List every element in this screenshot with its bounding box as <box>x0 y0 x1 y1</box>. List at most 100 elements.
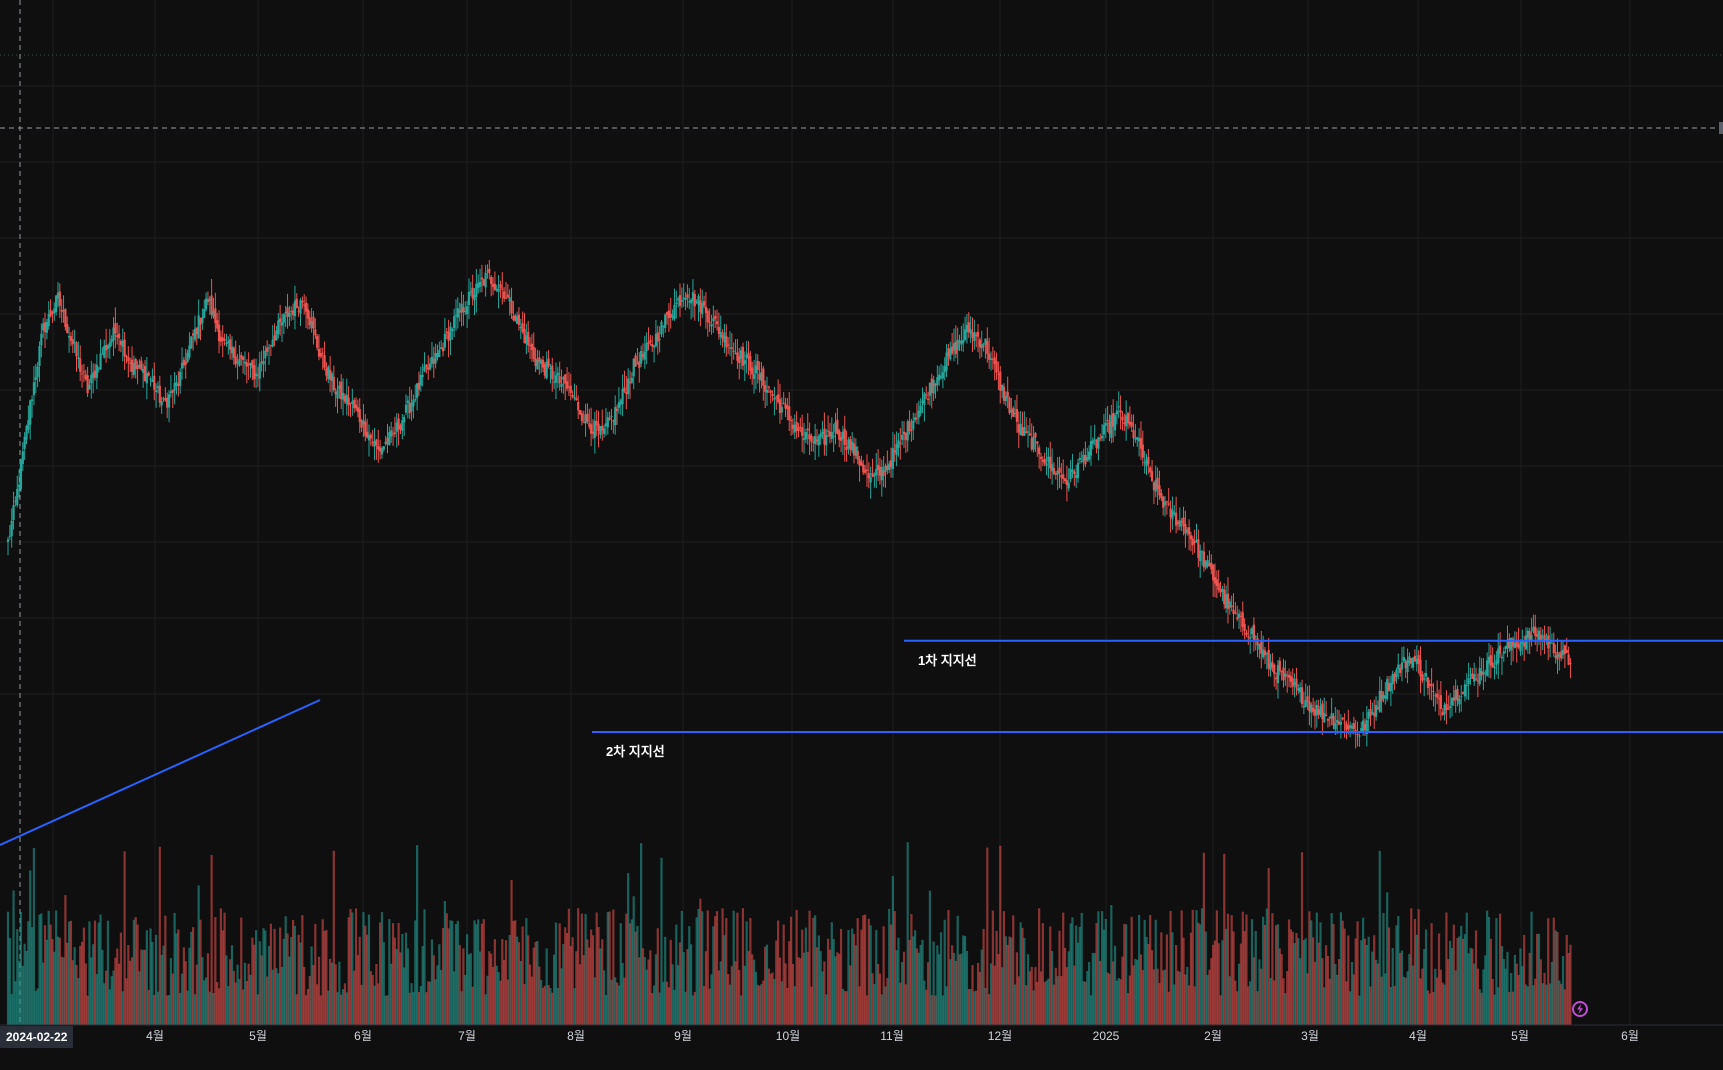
candle-body <box>1065 480 1069 486</box>
candle-body <box>477 282 480 289</box>
candle-body <box>814 436 817 445</box>
candle-body <box>1410 658 1413 664</box>
volume-bar <box>421 946 424 1025</box>
volume-bar <box>806 951 809 1025</box>
candle-body <box>303 304 306 306</box>
volume-bar <box>19 911 23 1025</box>
candle-body <box>234 356 237 365</box>
candle-body <box>1506 641 1509 649</box>
volume-bar <box>1286 971 1289 1025</box>
candle-body <box>243 361 247 364</box>
candle-body <box>1563 645 1566 654</box>
candle-body <box>1426 677 1430 688</box>
candle-body <box>962 340 965 344</box>
volume-bar <box>1012 915 1015 1025</box>
candle-body <box>980 344 983 349</box>
volume-bar <box>817 935 820 1025</box>
candle-body <box>453 316 456 329</box>
volume-bar <box>330 962 334 1025</box>
candle-body <box>1204 561 1207 568</box>
candle-body <box>1554 655 1557 658</box>
volume-bar <box>1050 951 1054 1025</box>
volume-bar <box>451 920 454 1025</box>
volume-bar <box>873 983 876 1025</box>
volume-bar <box>1169 911 1172 1025</box>
volume-bar <box>240 917 243 1025</box>
volume-bar <box>504 940 508 1025</box>
volume-bar <box>547 985 550 1025</box>
candle-body <box>1069 468 1072 480</box>
volume-bar <box>279 927 282 1025</box>
candle-body <box>521 323 524 332</box>
volume-bar <box>519 960 522 1025</box>
volume-bar <box>999 845 1002 1025</box>
candle-body <box>377 445 380 450</box>
candle-body <box>1352 722 1355 729</box>
candle-body <box>390 430 393 437</box>
candle-body <box>93 370 97 378</box>
candle-body <box>1274 677 1278 680</box>
candle-body <box>921 400 924 404</box>
volume-bar <box>1543 972 1546 1025</box>
volume-bar <box>652 985 656 1025</box>
volume-bar <box>1471 948 1474 1025</box>
candle-body <box>1132 430 1135 439</box>
volume-bar <box>662 981 665 1025</box>
candle-body <box>1088 451 1091 460</box>
candle-body <box>1028 433 1031 436</box>
candle-body <box>1084 454 1087 465</box>
volume-bar <box>393 937 397 1025</box>
candle-body <box>1217 583 1220 590</box>
candle-body <box>266 347 269 352</box>
candle-body <box>1317 709 1320 715</box>
volume-bar <box>282 938 285 1025</box>
candle-body <box>67 336 71 338</box>
candle-body <box>530 343 534 350</box>
candle-body <box>116 335 119 338</box>
volume-bar <box>1036 981 1039 1025</box>
candle-body <box>227 341 230 344</box>
candle-body <box>1343 722 1346 724</box>
volume-bar <box>725 918 728 1025</box>
candle-body <box>695 301 698 303</box>
volume-bar <box>928 890 932 1025</box>
candle-body <box>1091 440 1094 444</box>
volume-bar <box>1421 968 1424 1025</box>
volume-bar <box>688 926 691 1025</box>
lightning-icon[interactable] <box>1572 1001 1588 1017</box>
volume-bar <box>923 980 926 1025</box>
candle-body <box>743 360 746 365</box>
volume-bar <box>369 971 372 1025</box>
time-axis-label: 6월 <box>354 1029 372 1043</box>
candle-body <box>188 345 191 357</box>
volume-bar <box>765 944 769 1025</box>
volume-bar <box>25 951 28 1025</box>
volume-bar <box>1254 930 1257 1025</box>
candle-body <box>1263 650 1267 656</box>
candle-body <box>573 396 576 398</box>
volume-bar <box>475 924 478 1025</box>
candle-body <box>975 334 978 337</box>
volume-bar <box>915 948 919 1025</box>
candle-body <box>640 350 643 364</box>
candle-body <box>1356 733 1359 735</box>
volume-bar <box>349 908 352 1025</box>
volume-bar <box>130 957 134 1025</box>
candle-body <box>762 368 765 386</box>
volume-bar <box>797 957 800 1025</box>
candle-body <box>341 392 345 400</box>
candle-body <box>1236 617 1239 620</box>
candle-body <box>1397 664 1400 670</box>
volume-bar <box>458 944 461 1025</box>
volume-bar <box>1295 932 1298 1025</box>
volume-bar <box>1084 981 1087 1025</box>
volume-bar <box>1230 915 1233 1025</box>
volume-bar <box>1002 911 1006 1025</box>
volume-bar <box>273 928 276 1025</box>
volume-bar <box>1134 958 1137 1025</box>
volume-bar <box>534 941 537 1025</box>
candle-body <box>551 365 554 380</box>
candle-body <box>593 420 596 438</box>
